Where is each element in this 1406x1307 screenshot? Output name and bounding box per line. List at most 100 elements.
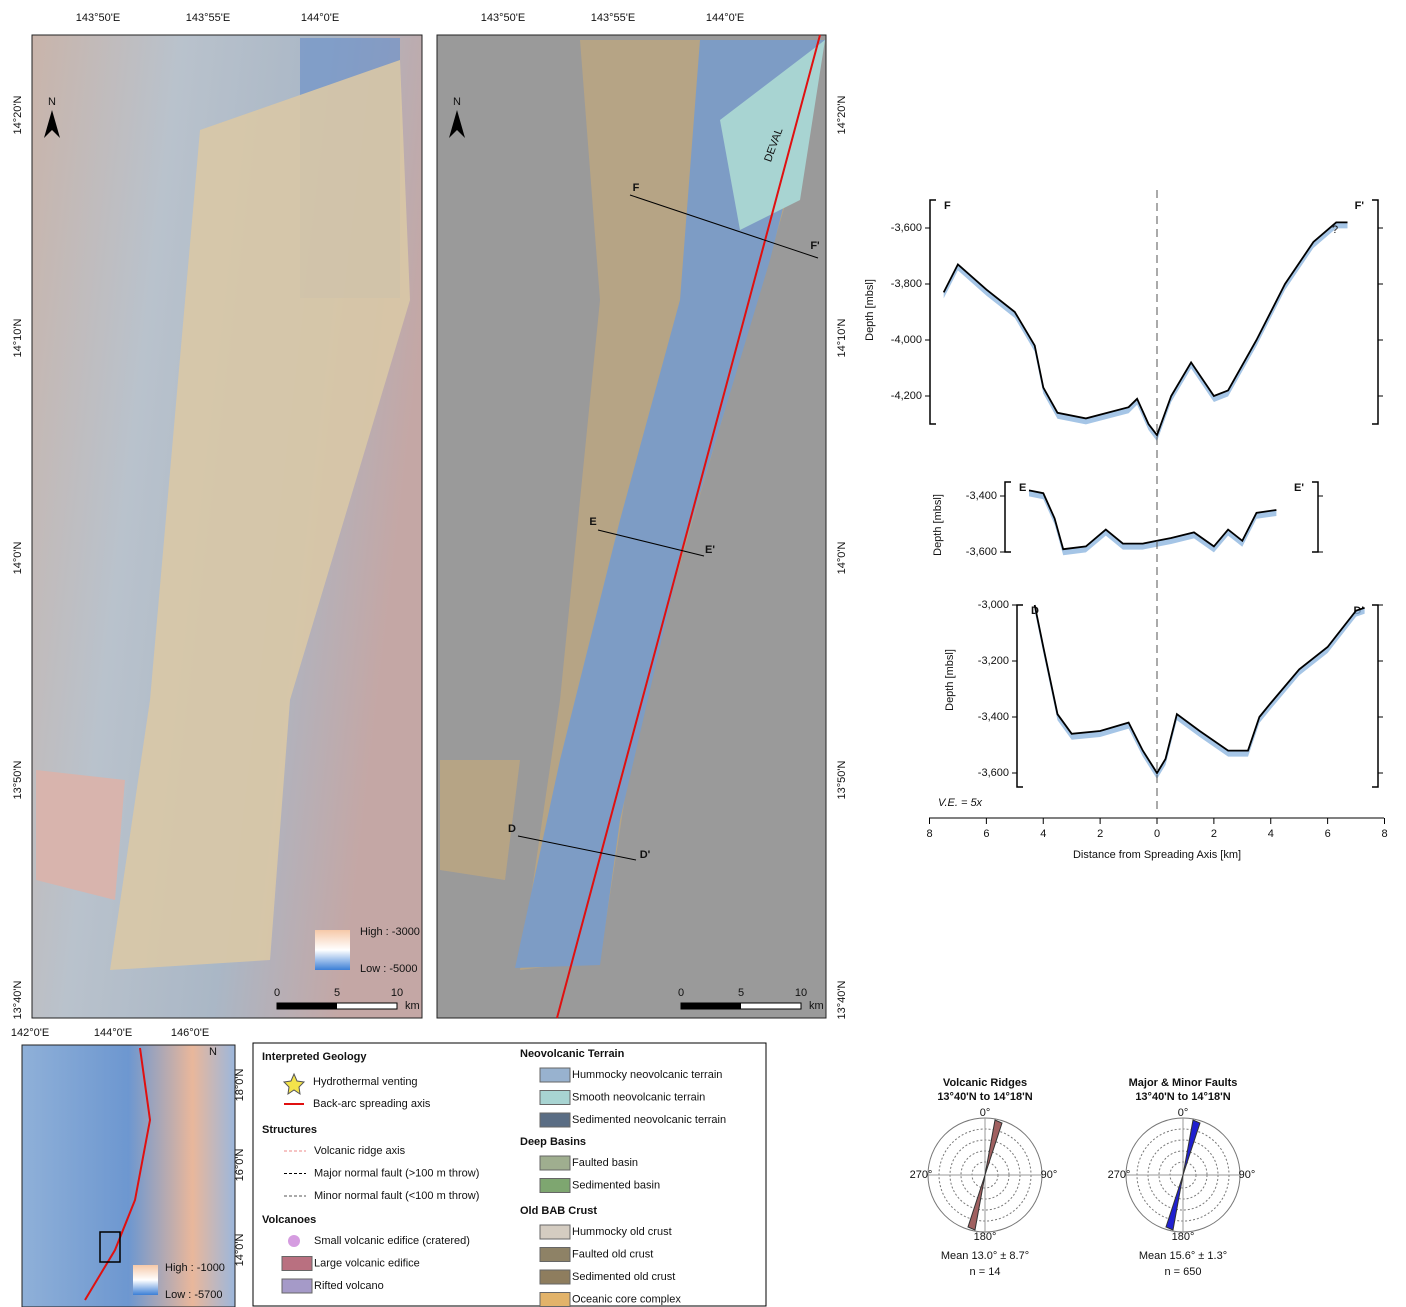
rose-direction: 270° xyxy=(910,1169,933,1181)
legend-item: Minor normal fault (<100 m throw) xyxy=(314,1190,479,1202)
profile-line xyxy=(1035,605,1365,773)
profile-label: F' xyxy=(810,240,820,252)
x-tick-label: 0 xyxy=(1154,828,1160,840)
y-tick-label: -3,200 xyxy=(978,655,1009,667)
rose-subtitle: 13°40'N to 14°18'N xyxy=(1135,1091,1230,1103)
legend-item: Sedimented neovolcanic terrain xyxy=(572,1114,726,1126)
legend-symbol xyxy=(540,1225,570,1239)
scale-bar xyxy=(681,1003,741,1009)
scale-label: 10 xyxy=(795,987,807,999)
legend-item: Small volcanic edifice (cratered) xyxy=(314,1235,470,1247)
legend-symbol xyxy=(540,1293,570,1307)
legend-item: Faulted basin xyxy=(572,1157,638,1169)
x-tick-label: 2 xyxy=(1211,828,1217,840)
rose-title: Major & Minor Faults xyxy=(1129,1077,1238,1089)
legend-item: Smooth neovolcanic terrain xyxy=(572,1091,705,1103)
lat-label: 16°0'N xyxy=(234,1149,246,1182)
y-tick-label: -4,200 xyxy=(891,390,922,402)
lat-label: 13°40'N xyxy=(12,980,24,1019)
profile-label: E' xyxy=(705,544,715,556)
rose-subtitle: 13°40'N to 14°18'N xyxy=(937,1091,1032,1103)
x-tick-label: 8 xyxy=(1381,828,1387,840)
y-title: Depth [mbsl] xyxy=(932,494,944,556)
x-tick-label: 6 xyxy=(983,828,989,840)
rose-direction: 180° xyxy=(974,1231,997,1243)
legend-heading: Structures xyxy=(262,1124,317,1136)
scale-label: 0 xyxy=(678,987,684,999)
lon-label: 146°0'E xyxy=(171,1027,209,1039)
profile-fill xyxy=(1035,605,1365,779)
y-tick-label: -3,800 xyxy=(891,278,922,290)
x-tick-label: 4 xyxy=(1268,828,1274,840)
lat-label: 14°10'N xyxy=(836,318,848,357)
profile-label: F xyxy=(944,200,951,212)
note: V.E. = 5x xyxy=(938,797,983,809)
legend-item: Hydrothermal venting xyxy=(313,1076,418,1088)
legend-item: Hummocky neovolcanic terrain xyxy=(572,1069,722,1081)
lat-label: 18°0'N xyxy=(234,1069,246,1102)
rose-direction: 90° xyxy=(1041,1169,1058,1181)
colorbar-label: High : -1000 xyxy=(165,1262,225,1274)
scale-bar xyxy=(277,1003,337,1009)
north-label: N xyxy=(209,1046,217,1058)
legend-item: Oceanic core complex xyxy=(572,1293,681,1305)
legend-heading: Old BAB Crust xyxy=(520,1205,597,1217)
legend-symbol xyxy=(540,1179,570,1193)
colorbar xyxy=(315,930,350,970)
legend-heading: Deep Basins xyxy=(520,1136,586,1148)
y-title: Depth [mbsl] xyxy=(944,649,956,711)
lon-label: 142°0'E xyxy=(11,1027,49,1039)
lat-label: 14°0'N xyxy=(836,542,848,575)
legend-heading: Volcanoes xyxy=(262,1214,316,1226)
legend-item: Rifted volcano xyxy=(314,1280,384,1292)
rose-direction: 90° xyxy=(1239,1169,1256,1181)
profile-line xyxy=(944,222,1348,435)
lon-label: 143°55'E xyxy=(186,12,230,24)
lon-label: 143°50'E xyxy=(76,12,120,24)
scale-unit: km xyxy=(405,1000,420,1012)
scale-unit: km xyxy=(809,1000,824,1012)
legend-item: Back-arc spreading axis xyxy=(313,1098,431,1110)
y-tick-label: -3,400 xyxy=(966,490,997,502)
rose-direction: 0° xyxy=(980,1107,991,1119)
scale-label: 5 xyxy=(334,987,340,999)
legend-symbol xyxy=(288,1235,300,1247)
legend-symbol xyxy=(540,1068,570,1082)
colorbar xyxy=(133,1265,158,1295)
lat-label: 14°20'N xyxy=(12,95,24,134)
lat-label: 14°20'N xyxy=(836,95,848,134)
rose-n: n = 14 xyxy=(970,1266,1001,1278)
north-label: N xyxy=(48,96,56,108)
lat-label: 13°50'N xyxy=(836,760,848,799)
legend-symbol xyxy=(540,1248,570,1262)
legend-symbol xyxy=(540,1091,570,1105)
legend-symbol xyxy=(540,1156,570,1170)
legend-item: Sedimented old crust xyxy=(572,1271,675,1283)
profile-fill xyxy=(944,222,1348,441)
swath xyxy=(36,770,125,900)
y-tick-label: -3,600 xyxy=(978,767,1009,779)
y-tick-label: -3,000 xyxy=(978,599,1009,611)
axis xyxy=(1017,605,1023,787)
profile-label: F xyxy=(633,182,640,194)
profile-fill xyxy=(1029,490,1276,555)
lon-label: 144°0'E xyxy=(94,1027,132,1039)
lat-label: 13°40'N xyxy=(836,980,848,1019)
legend-title: Interpreted Geology xyxy=(262,1051,367,1063)
legend-item: Faulted old crust xyxy=(572,1248,653,1260)
legend-item: Volcanic ridge axis xyxy=(314,1145,406,1157)
rose-title: Volcanic Ridges xyxy=(943,1077,1027,1089)
scale-label: 10 xyxy=(391,987,403,999)
annotation: ? xyxy=(1332,224,1338,236)
x-title: Distance from Spreading Axis [km] xyxy=(1073,849,1241,861)
colorbar-label: Low : -5000 xyxy=(360,963,417,975)
legend-item: Sedimented basin xyxy=(572,1179,660,1191)
axis xyxy=(1372,200,1378,424)
legend-symbol xyxy=(282,1257,312,1271)
lat-label: 14°0'N xyxy=(12,542,24,575)
axis xyxy=(930,200,936,424)
rose-direction: 180° xyxy=(1172,1231,1195,1243)
rose-mean: Mean 13.0° ± 8.7° xyxy=(941,1250,1029,1262)
y-tick-label: -3,400 xyxy=(978,711,1009,723)
colorbar-label: Low : -5700 xyxy=(165,1289,222,1301)
